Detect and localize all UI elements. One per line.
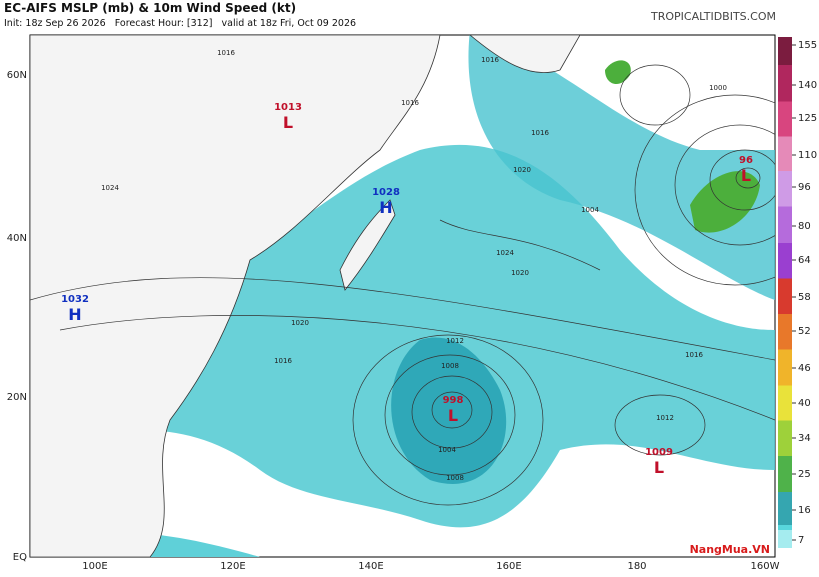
lon-label: 140E xyxy=(358,561,383,572)
lon-label: 120E xyxy=(220,561,245,572)
isobar-label: 1016 xyxy=(217,49,235,57)
isobar-label: 1020 xyxy=(291,319,309,327)
lat-label: EQ xyxy=(13,552,27,563)
colorbar-swatch xyxy=(778,243,792,279)
wind-shading xyxy=(468,35,775,300)
isobar-label: 1012 xyxy=(446,337,464,345)
colorbar-label: 16 xyxy=(798,505,811,516)
colorbar-swatch xyxy=(778,65,792,102)
lat-label: 20N xyxy=(7,392,27,403)
isobar-label: 1012 xyxy=(656,414,674,422)
center-value: 1013 xyxy=(274,102,302,113)
isobars xyxy=(30,64,775,506)
center-value: 96 xyxy=(739,155,753,166)
colorbar-label: 64 xyxy=(798,255,811,266)
colorbar-label: 110 xyxy=(798,150,817,161)
isobar-label: 1008 xyxy=(441,362,459,370)
isobar-label: 1016 xyxy=(481,56,499,64)
isobar-label: 1004 xyxy=(581,206,599,214)
center-type: H xyxy=(68,305,81,324)
colorbar-label: 40 xyxy=(798,398,811,409)
center-type: L xyxy=(283,113,293,132)
lon-label: 160E xyxy=(496,561,521,572)
wind-shading xyxy=(690,171,760,233)
center-value: 1032 xyxy=(61,294,89,305)
colorbar-label: 80 xyxy=(798,221,811,232)
colorbar-swatch xyxy=(778,492,792,525)
isobar-label: 1004 xyxy=(438,446,456,454)
colorbar-swatch xyxy=(778,136,792,171)
colorbar-swatch xyxy=(778,385,792,421)
lon-label: 180 xyxy=(627,561,646,572)
colorbar-label: 155 xyxy=(798,40,817,51)
colorbar-swatch xyxy=(778,530,792,548)
lat-label: 40N xyxy=(7,233,27,244)
isobar-label: 1020 xyxy=(513,166,531,174)
colorbar-label: 25 xyxy=(798,469,811,480)
colorbar-swatch xyxy=(778,278,792,314)
center-value: 1009 xyxy=(645,447,673,458)
site: TROPICALTIDBITS.COM xyxy=(650,10,776,23)
lat-label: 60N xyxy=(7,70,27,81)
center-type: L xyxy=(448,406,458,425)
isobar-label: 1024 xyxy=(101,184,119,192)
isobar-label: 1000 xyxy=(709,84,727,92)
isobar-label: 1008 xyxy=(446,474,464,482)
colorbar-swatch xyxy=(778,314,792,350)
isobar-label: 1016 xyxy=(685,351,703,359)
wind-shading xyxy=(391,337,507,484)
title: EC-AIFS MSLP (mb) & 10m Wind Speed (kt) xyxy=(4,1,296,15)
center-value: 1028 xyxy=(372,187,400,198)
colorbar-label: 140 xyxy=(798,80,817,91)
isobar-label: 1016 xyxy=(274,357,292,365)
isobar-label: 1016 xyxy=(401,99,419,107)
colorbar-swatch xyxy=(778,349,792,386)
colorbar-swatch xyxy=(778,101,792,137)
land xyxy=(30,35,441,557)
japan xyxy=(339,199,396,291)
lon-label: 160W xyxy=(751,561,780,572)
colorbar-swatch xyxy=(778,456,792,492)
colorbar-swatch xyxy=(778,206,792,243)
lon-label: 100E xyxy=(82,561,107,572)
map xyxy=(29,34,776,558)
colorbar-label: 125 xyxy=(798,113,817,124)
center-type: H xyxy=(379,198,392,217)
colorbar-label: 46 xyxy=(798,363,811,374)
center-type: L xyxy=(654,458,664,477)
land xyxy=(469,35,581,74)
isobar-label: 1016 xyxy=(531,129,549,137)
center-type: L xyxy=(741,166,751,185)
colorbar-label: 34 xyxy=(798,433,811,444)
isobar-label: 1024 xyxy=(496,249,514,257)
center-value: 998 xyxy=(443,395,464,406)
isobar-label: 1020 xyxy=(511,269,529,277)
colorbar-label: 96 xyxy=(798,182,811,193)
colorbar-label: 7 xyxy=(798,535,804,546)
colorbar-label: 58 xyxy=(798,292,811,303)
colorbar-label: 52 xyxy=(798,326,811,337)
subtitle: Init: 18z Sep 26 2026 Forecast Hour: [31… xyxy=(4,18,356,29)
colorbar: 155 140 125 110 96 80 64 58 52 46 40 34 25 16 7 xyxy=(778,37,817,548)
watermark: NangMua.VN xyxy=(690,543,770,556)
colorbar-swatch xyxy=(778,171,792,207)
colorbar-swatch xyxy=(778,420,792,456)
colorbar-swatch xyxy=(778,37,792,65)
wind-shading xyxy=(605,60,631,85)
